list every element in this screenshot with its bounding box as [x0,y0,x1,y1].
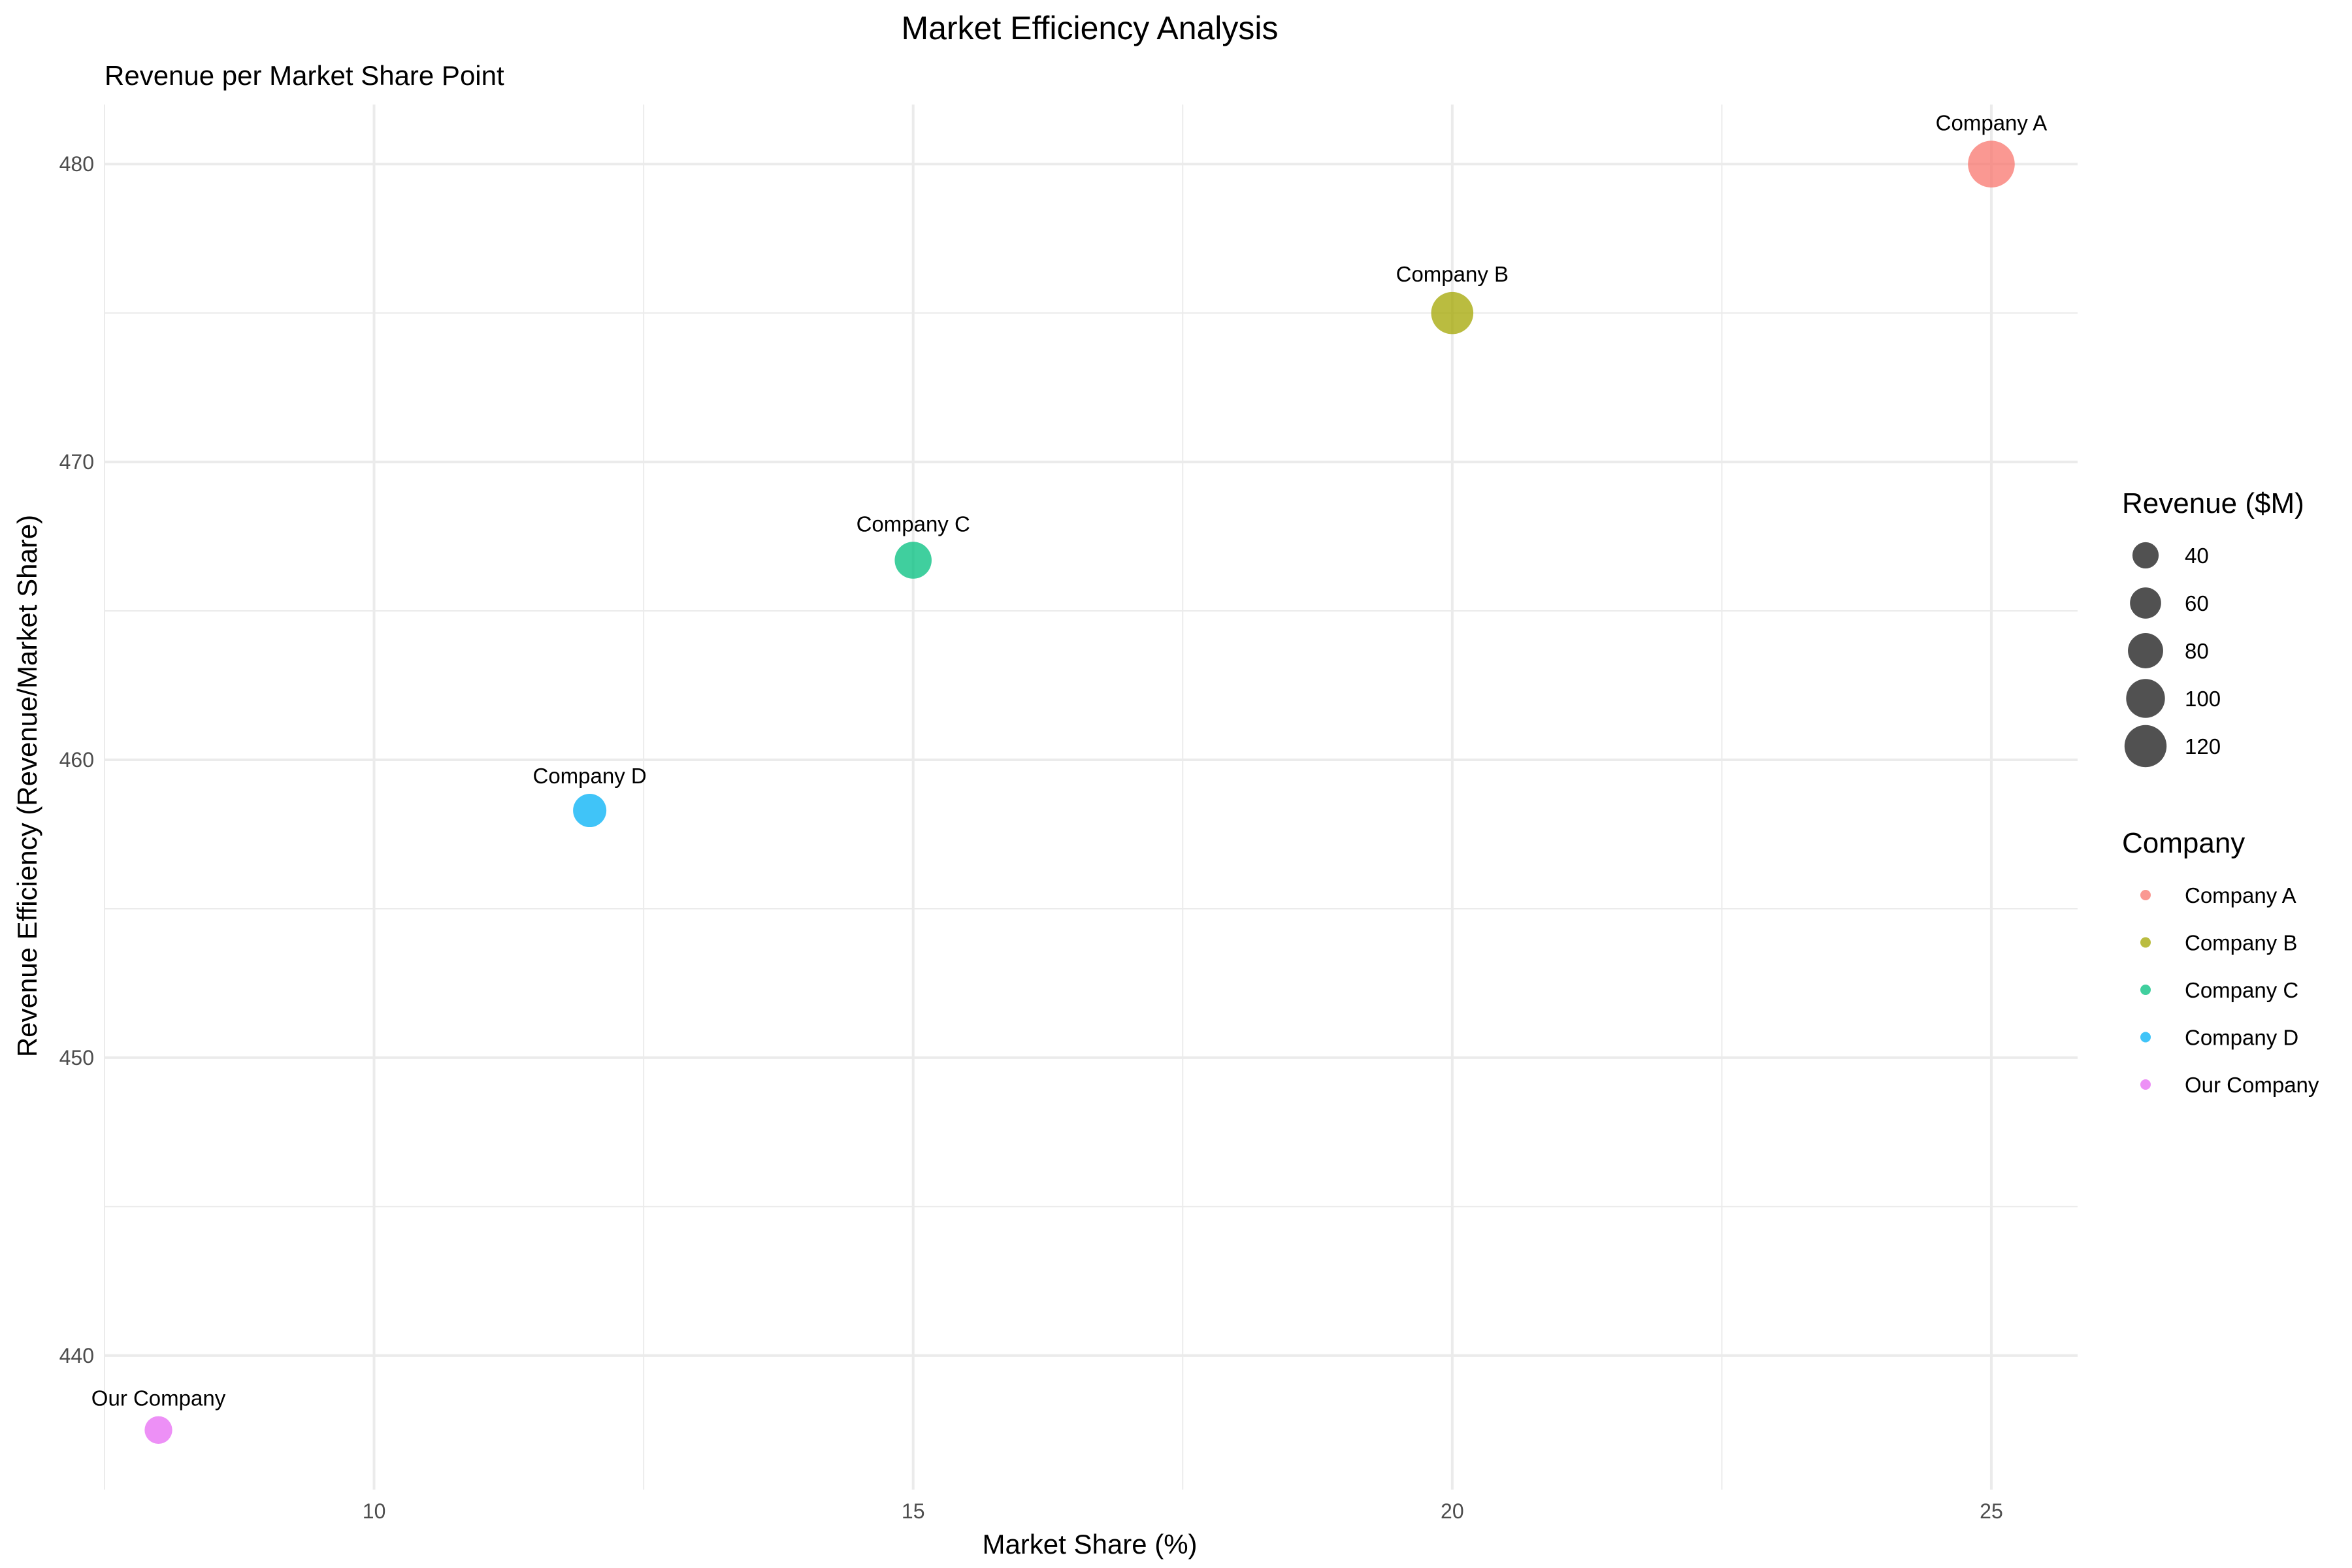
color-legend-key [2140,890,2151,900]
point-label: Company A [1936,110,2048,135]
data-point [144,1416,172,1444]
color-legend-label: Our Company [2185,1073,2319,1097]
color-legend-label: Company D [2185,1026,2298,1050]
x-tick-label: 10 [363,1499,386,1523]
size-legend-label: 120 [2185,734,2221,759]
data-point [894,542,932,579]
size-legend-label: 80 [2185,639,2209,663]
size-legend-key [2126,679,2165,718]
x-tick-label: 25 [1980,1499,2003,1523]
point-label: Our Company [91,1386,226,1411]
color-legend: Company A Company B Company C Company D Our … [2140,883,2319,1097]
data-point [1431,291,1474,335]
size-legend-label: 60 [2185,591,2209,615]
point-label: Company C [857,512,970,536]
color-legend-label: Company C [2185,978,2298,1002]
point-label: Company D [533,764,647,788]
point-label: Company B [1396,262,1509,286]
size-legend-key [2132,542,2159,569]
chart-title: Market Efficiency Analysis [901,10,1278,46]
x-tick-label: 15 [902,1499,925,1523]
y-axis-label: Revenue Efficiency (Revenue/Market Share… [12,515,42,1057]
data-point [1968,140,2015,188]
size-legend-label: 40 [2185,544,2209,568]
color-legend-key [2140,1079,2151,1090]
color-legend-key [2140,1032,2151,1043]
y-tick-label: 460 [59,748,94,772]
color-legend-key [2140,937,2151,948]
size-legend-key [2130,587,2161,619]
size-legend-key [2128,633,2163,668]
x-tick-label: 20 [1441,1499,1464,1523]
color-legend-label: Company A [2185,883,2296,907]
legend: Revenue ($M) 40 60 80 100 120 Company Compan… [2122,487,2319,1097]
size-legend-title: Revenue ($M) [2122,487,2304,519]
color-legend-title: Company [2122,827,2245,859]
data-point [573,794,607,828]
data-points [144,140,2015,1444]
grid-lines [104,105,2078,1490]
y-tick-label: 450 [59,1046,94,1070]
color-legend-key [2140,985,2151,995]
y-tick-label: 440 [59,1344,94,1367]
color-legend-label: Company B [2185,931,2297,955]
chart-subtitle: Revenue per Market Share Point [105,60,504,91]
size-legend-key [2124,725,2167,768]
y-tick-label: 470 [59,450,94,474]
point-labels: Company A Company B Company C Company D Our … [91,110,2047,1410]
size-legend: 40 60 80 100 120 [2124,542,2221,768]
y-tick-label: 480 [59,152,94,176]
axis-ticks: 10 15 20 25 440 450 460 470 480 [59,152,2003,1523]
size-legend-label: 100 [2185,687,2221,711]
x-axis-label: Market Share (%) [982,1529,1197,1560]
